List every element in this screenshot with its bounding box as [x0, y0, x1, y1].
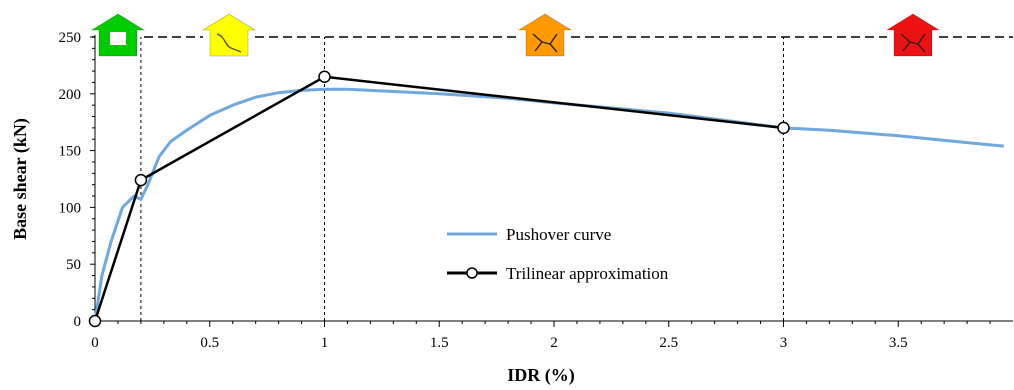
data-point-trilinear: [318, 70, 331, 84]
y-tick-label: 50: [66, 257, 81, 273]
data-point-trilinear: [777, 121, 790, 135]
house-shape: [517, 13, 573, 57]
x-tick-label: 0.5: [200, 335, 219, 351]
x-tick-label: 3.5: [889, 335, 908, 351]
yellow-house-icon: [201, 13, 257, 57]
house-crack: [216, 33, 242, 53]
data-point-trilinear: [88, 314, 102, 328]
y-tick-label: 0: [74, 314, 82, 330]
green-house-icon: [90, 13, 146, 57]
orange-house-icon: [517, 13, 573, 57]
axes: 0 0.5 1 1.5 2 2.5 3 3.5 0 50 100 150 200 250: [59, 30, 1013, 351]
y-tick-label: 250: [59, 30, 82, 46]
legend: Pushover curve Trilinear approximation: [447, 225, 669, 283]
x-tick-label: 1: [321, 335, 329, 351]
house-crack: [900, 33, 926, 53]
house-crack: [532, 33, 558, 53]
vertical-reference-lines: [92, 36, 1013, 321]
house-window: [110, 32, 126, 45]
legend-marker-trilinear: [466, 267, 478, 279]
red-house-icon: [885, 13, 941, 57]
x-tick-label: 0: [91, 335, 99, 351]
x-tick-label: 3: [780, 335, 788, 351]
y-tick-label: 150: [59, 144, 82, 160]
data-point-trilinear: [134, 173, 148, 187]
series-line-trilinear: [93, 75, 784, 322]
y-tick-label: 200: [59, 87, 82, 103]
x-tick-label: 2.5: [659, 335, 678, 351]
house-shape: [201, 13, 257, 57]
y-axis-title: Base shear (kN): [10, 118, 31, 240]
series-line-pushover: [93, 87, 1004, 322]
x-tick-label: 1.5: [430, 335, 449, 351]
x-tick-label: 2: [550, 335, 558, 351]
series-layer: [88, 70, 1004, 328]
damage-state-icons: [90, 13, 941, 57]
y-tick-label: 100: [59, 200, 82, 216]
legend-label-trilinear: Trilinear approximation: [506, 264, 669, 283]
legend-label-pushover: Pushover curve: [506, 225, 611, 244]
house-shape: [885, 13, 941, 57]
x-axis-title: IDR (%): [507, 365, 575, 385]
